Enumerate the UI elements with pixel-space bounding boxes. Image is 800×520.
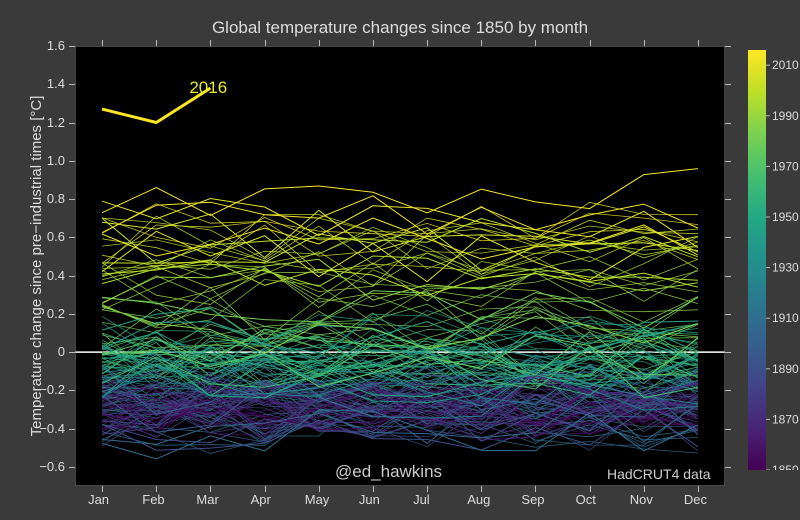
series-line [102,202,698,238]
colorbar-tick-label: 1870 [772,412,799,426]
x-tick-label: Jun [359,492,380,507]
y-tick-label: 1.0 [47,153,65,168]
colorbar-tick-label: 2010 [772,58,799,72]
series-line [102,169,698,216]
y-tick-label: 0 [58,344,65,359]
y-tick-label: 1.6 [47,38,65,53]
y-tick-label: 1.4 [47,76,65,91]
y-tick-label: 1.2 [47,115,65,130]
y-tick-label: −0.2 [39,382,65,397]
y-tick-label: −0.6 [39,459,65,474]
x-tick-label: Apr [251,492,271,507]
y-tick-label: −0.4 [39,421,65,436]
colorbar-tick-label: 1970 [772,159,799,173]
source-text: HadCRUT4 data [607,466,711,482]
x-tick-label: Jan [88,492,109,507]
chart-title: Global temperature changes since 1850 by… [10,18,790,38]
series-line [102,210,698,257]
x-tick-label: Nov [630,492,653,507]
colorbar-tick-label: 1930 [772,261,799,275]
x-tick-label: Feb [142,492,164,507]
y-tick-label: 0.4 [47,268,65,283]
y-tick-label: 0.8 [47,191,65,206]
x-tick-label: Dec [684,492,707,507]
chart-frame: { "title":"Global temperature changes si… [10,10,790,510]
x-tick-label: Mar [196,492,218,507]
x-tick-label: Oct [576,492,596,507]
colorbar-tick-label: 1950 [772,210,799,224]
x-tick-label: Aug [467,492,490,507]
y-tick-label: 0.6 [47,229,65,244]
colorbar-tick-label: 1910 [772,311,799,325]
plot-svg [75,46,725,486]
colorbar: 1850 1870 1890 1910 1930 1950 1970 1990 2010 [748,50,800,470]
highlight-annotation: 2016 [189,78,227,98]
y-tick-label: 0.2 [47,306,65,321]
plot-area [75,46,725,486]
series-line [102,215,698,264]
colorbar-svg: 1850 1870 1890 1910 1930 1950 1970 1990 2010 [748,50,800,470]
series-line [102,297,698,334]
series-line [102,231,698,281]
x-tick-label: Jul [413,492,430,507]
x-tick-label: Sep [521,492,544,507]
x-tick-label: May [305,492,330,507]
colorbar-tick-label: 1990 [772,109,799,123]
credit-text: @ed_hawkins [335,462,442,482]
series-line [102,280,698,328]
colorbar-tick-label: 1890 [772,362,799,376]
colorbar-tick-label: 1850 [772,463,799,470]
